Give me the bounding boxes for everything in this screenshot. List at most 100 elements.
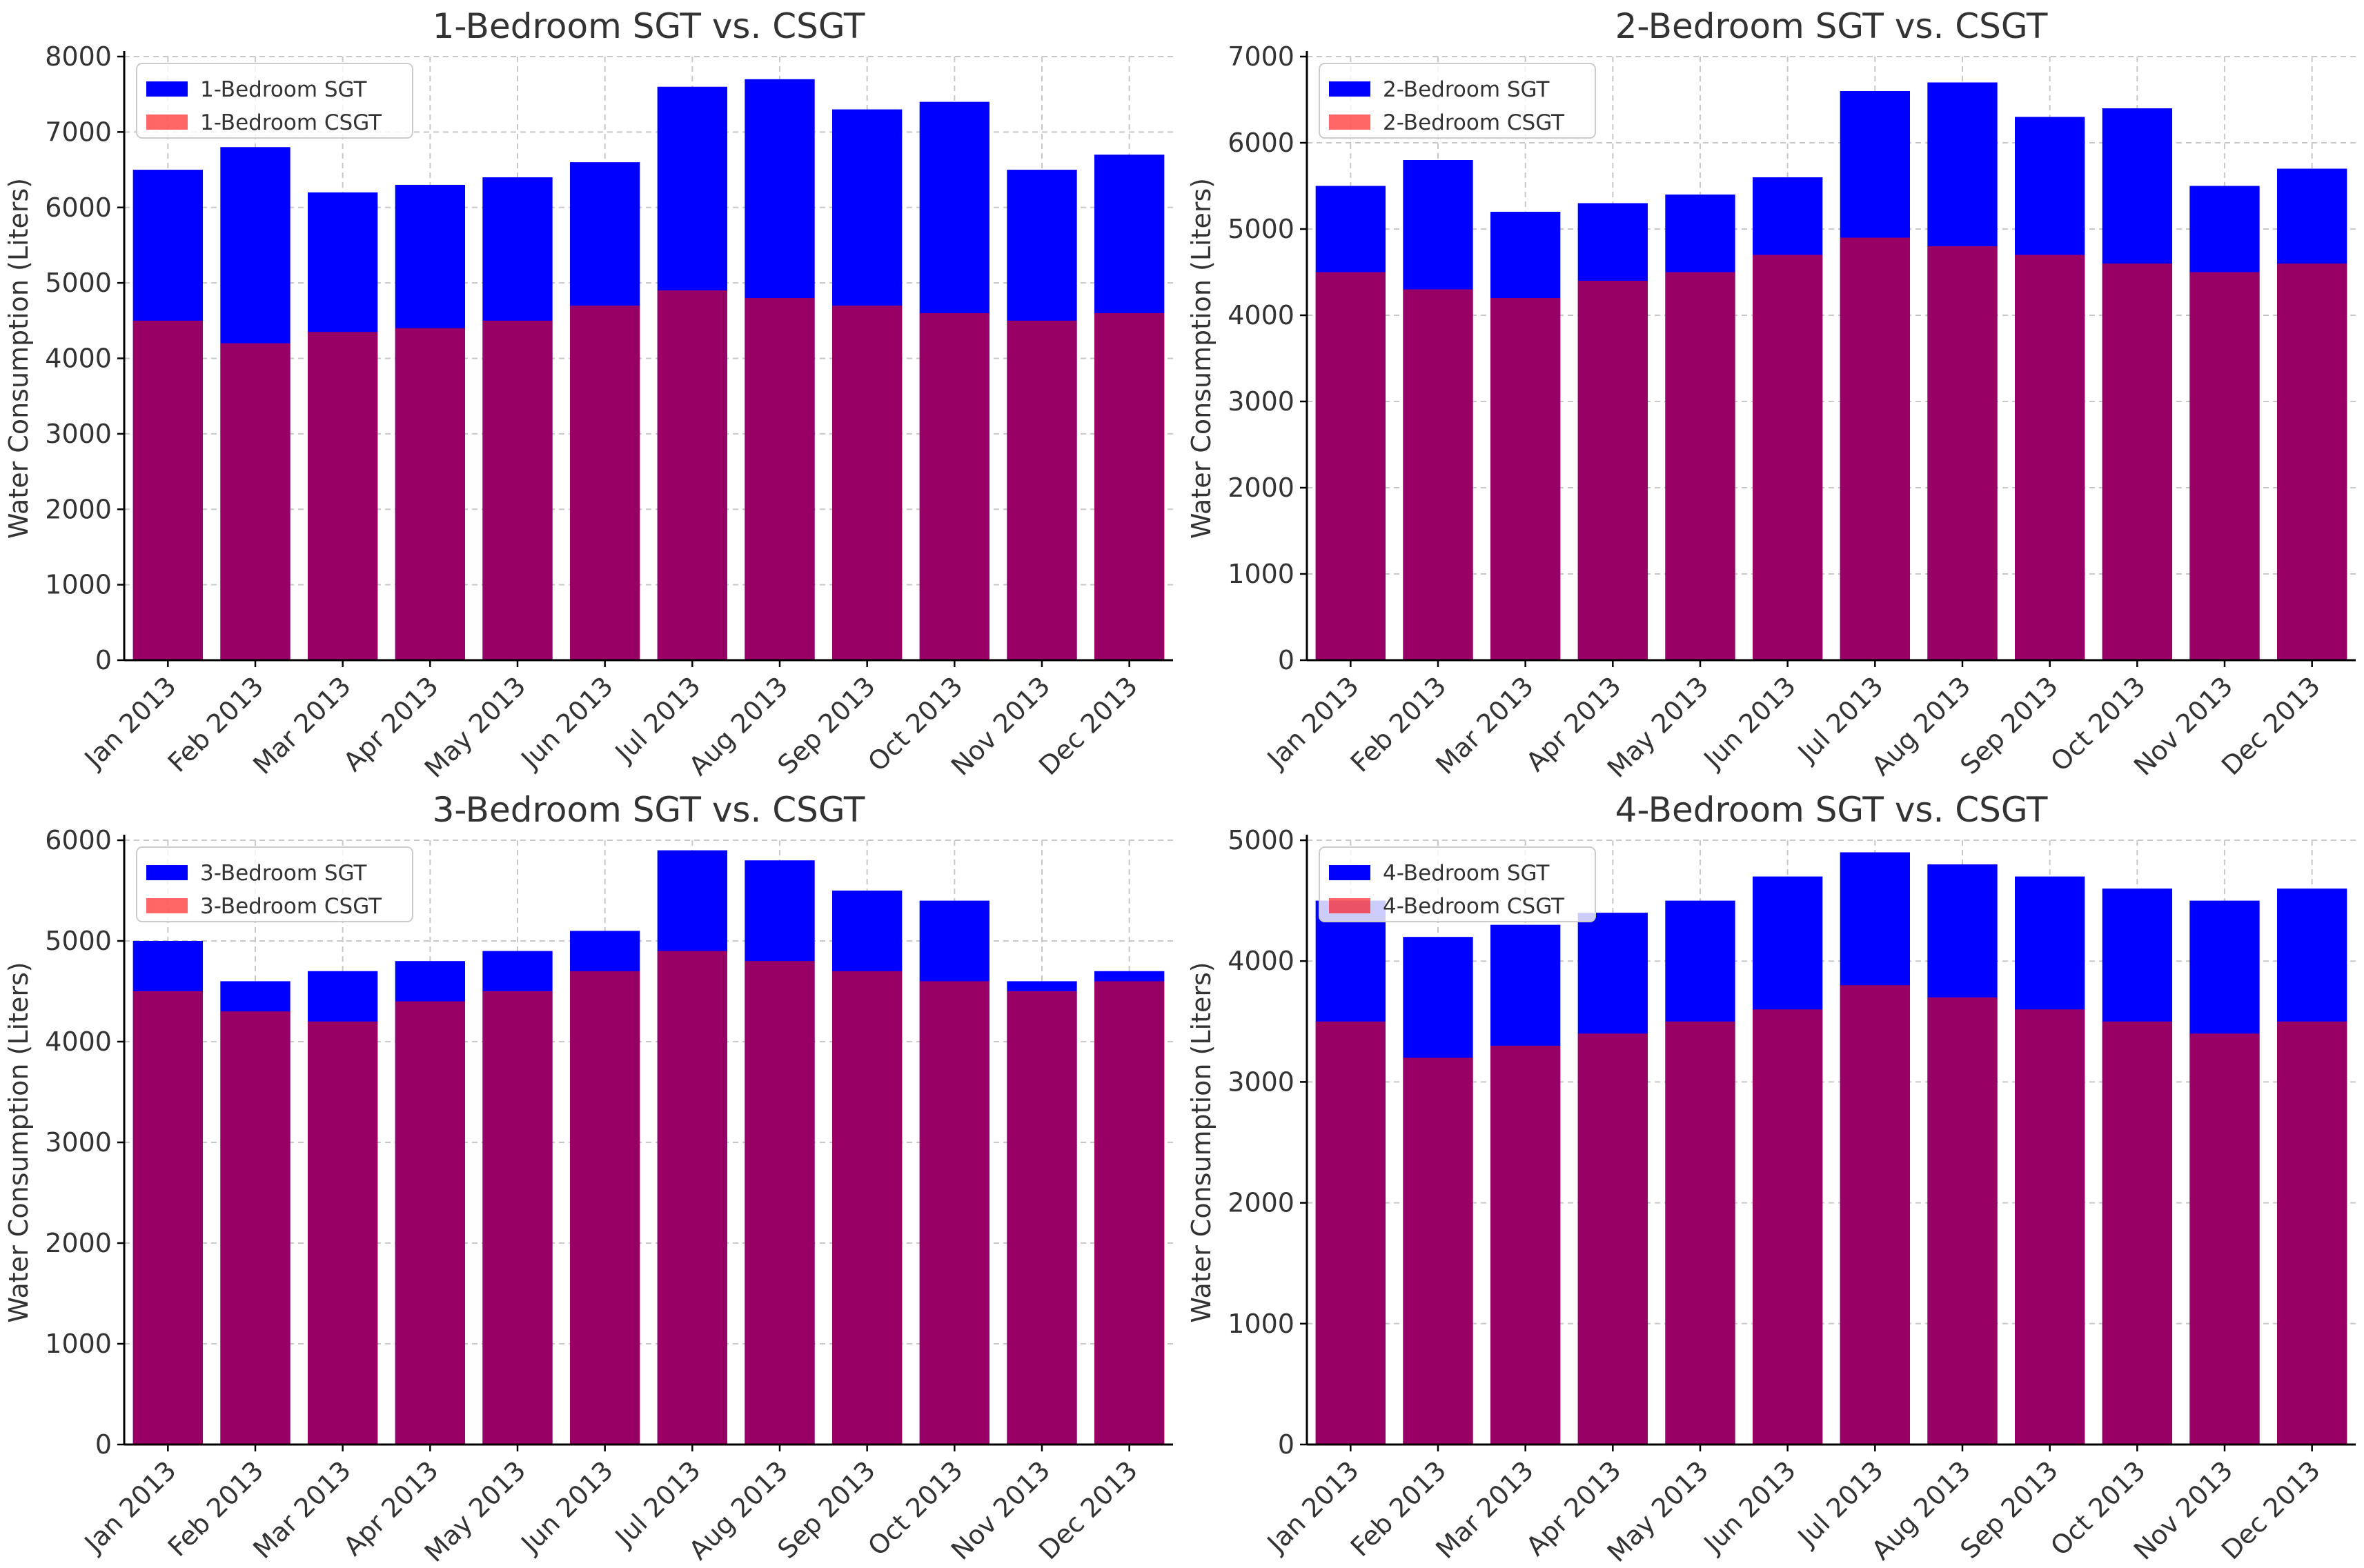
- legend: 3-Bedroom SGT 3-Bedroom CSGT: [136, 846, 413, 922]
- bar: [1490, 1045, 1561, 1445]
- bar: [1094, 981, 1165, 1445]
- bar: [2189, 1033, 2260, 1445]
- x-tick-label: Jun 2013: [1697, 671, 1802, 775]
- bar: [308, 332, 378, 660]
- chart-title: 2-Bedroom SGT vs. CSGT: [1615, 6, 2048, 46]
- y-tick-label: 1000: [45, 570, 112, 600]
- bar: [1007, 320, 1077, 660]
- y-tick-label: 5000: [45, 926, 112, 956]
- chart-title: 1-Bedroom SGT vs. CSGT: [433, 6, 865, 46]
- bar: [832, 305, 903, 660]
- bar: [308, 1021, 378, 1445]
- y-tick-label: 2000: [1228, 1188, 1294, 1218]
- y-tick-label: 0: [1278, 1429, 1294, 1460]
- legend-swatch: [1329, 865, 1370, 880]
- x-tick-label: Jun 2013: [1697, 1455, 1802, 1559]
- legend-label: 4-Bedroom CSGT: [1383, 894, 1565, 919]
- x-tick-label: Jun 2013: [515, 1455, 619, 1559]
- bar: [1577, 281, 1648, 660]
- legend-label: 1-Bedroom CSGT: [200, 110, 382, 135]
- series-2: [1315, 985, 2347, 1445]
- bar: [1403, 289, 1473, 660]
- y-tick-label: 0: [95, 645, 112, 675]
- y-tick-label: 5000: [45, 268, 112, 298]
- bar: [220, 1011, 290, 1445]
- legend-frame: [1319, 846, 1596, 922]
- bar: [570, 971, 640, 1445]
- legend-label: 3-Bedroom CSGT: [200, 894, 382, 919]
- y-tick-label: 6000: [45, 192, 112, 223]
- y-tick-label: 2000: [1228, 473, 1294, 503]
- bar: [1927, 246, 1998, 660]
- y-tick-label: 3000: [45, 1127, 112, 1158]
- legend-frame: [136, 63, 413, 139]
- y-axis-label: Water Consumption (Liters): [3, 178, 34, 539]
- y-tick-label: 6000: [45, 825, 112, 855]
- chart-title: 4-Bedroom SGT vs. CSGT: [1615, 790, 2048, 830]
- y-tick-label: 0: [1278, 645, 1294, 675]
- y-tick-label: 3000: [1228, 1066, 1294, 1097]
- bar: [2189, 272, 2260, 660]
- legend-label: 2-Bedroom SGT: [1383, 77, 1550, 102]
- legend-frame: [1319, 63, 1596, 139]
- bar: [570, 305, 640, 660]
- bar: [2015, 1009, 2085, 1445]
- bar: [1840, 985, 1910, 1445]
- y-tick-label: 3000: [1228, 386, 1294, 417]
- series-2: [1315, 237, 2347, 660]
- legend: 1-Bedroom SGT 1-Bedroom CSGT: [136, 63, 413, 139]
- bar: [745, 298, 815, 660]
- bar: [1927, 997, 1998, 1445]
- bar: [1403, 1058, 1473, 1445]
- y-tick-label: 5000: [1228, 825, 1294, 855]
- legend-swatch: [146, 81, 188, 97]
- y-tick-label: 0: [95, 1429, 112, 1460]
- y-axis-label: Water Consumption (Liters): [3, 962, 34, 1322]
- legend-swatch: [1329, 81, 1370, 97]
- legend-label: 2-Bedroom CSGT: [1383, 110, 1565, 135]
- bar: [1490, 298, 1561, 660]
- bar: [1665, 1021, 1735, 1445]
- bar: [1094, 312, 1165, 660]
- bar: [395, 1001, 465, 1445]
- bar: [482, 991, 553, 1445]
- legend-label: 1-Bedroom SGT: [200, 77, 367, 102]
- y-tick-label: 5000: [1228, 214, 1294, 244]
- bar: [1753, 255, 1823, 660]
- y-tick-label: 6000: [1228, 128, 1294, 158]
- bar: [919, 312, 989, 660]
- bar: [1840, 237, 1910, 660]
- bar: [482, 320, 553, 660]
- bar: [1665, 272, 1735, 660]
- y-tick-label: 1000: [1228, 1309, 1294, 1339]
- bar: [395, 328, 465, 660]
- y-tick-label: 4000: [45, 344, 112, 374]
- y-tick-label: 2000: [45, 1228, 112, 1258]
- legend-swatch: [146, 898, 188, 913]
- x-tick-label: Jun 2013: [515, 671, 619, 775]
- bar: [2102, 264, 2172, 660]
- bar: [2015, 255, 2085, 660]
- y-tick-label: 4000: [1228, 300, 1294, 330]
- y-tick-label: 7000: [45, 117, 112, 147]
- bar: [220, 343, 290, 660]
- legend-swatch: [146, 865, 188, 880]
- bar: [1007, 991, 1077, 1445]
- y-tick-label: 1000: [1228, 559, 1294, 589]
- y-tick-label: 8000: [45, 41, 112, 72]
- legend: 2-Bedroom SGT 2-Bedroom CSGT: [1319, 63, 1596, 139]
- chart-title: 3-Bedroom SGT vs. CSGT: [433, 790, 865, 830]
- legend-swatch: [146, 115, 188, 130]
- bar: [2277, 264, 2347, 660]
- bar: [657, 951, 727, 1445]
- bar: [1577, 1033, 1648, 1445]
- y-tick-label: 4000: [1228, 946, 1294, 976]
- y-tick-label: 7000: [1228, 41, 1294, 72]
- legend-label: 3-Bedroom SGT: [200, 861, 367, 886]
- y-tick-label: 2000: [45, 494, 112, 524]
- legend: 4-Bedroom SGT 4-Bedroom CSGT: [1319, 846, 1596, 922]
- series-2: [132, 951, 1165, 1445]
